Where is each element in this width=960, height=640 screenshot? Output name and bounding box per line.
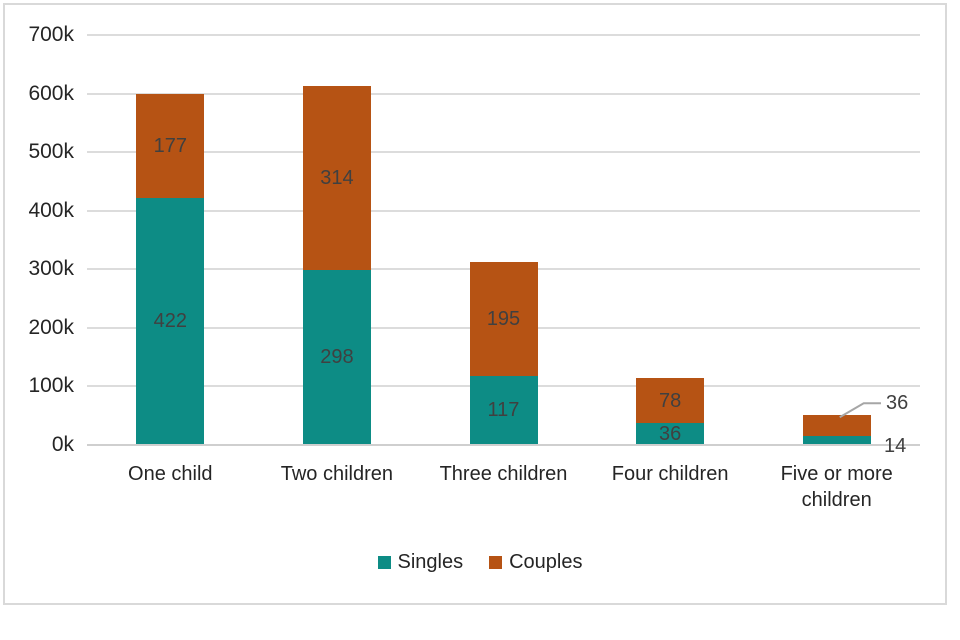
y-axis-tick-label: 500k [28, 140, 74, 163]
bar-segment-couples [469, 261, 538, 377]
gridline [87, 92, 920, 95]
y-axis-tick-label: 0k [51, 432, 74, 456]
legend-item-singles: Singles [377, 551, 464, 573]
legend-label-couples: Couples [509, 551, 583, 573]
gridline [87, 209, 920, 212]
bar-value-label: 298 [320, 346, 354, 369]
bar-segment-singles [802, 436, 871, 445]
bar-value-label: 78 [658, 389, 682, 412]
chart-frame-border [3, 3, 947, 605]
callout-label-couples: 36 [886, 392, 909, 415]
bar-value-label: 36 [658, 422, 682, 445]
bar-segment-couples [802, 415, 871, 437]
gridline [87, 151, 920, 153]
y-axis-tick-label: 100k [28, 374, 74, 397]
y-axis-tick-label: 600k [28, 81, 74, 105]
x-axis-category-label: Three children [439, 463, 568, 485]
bar-segment-couples [136, 94, 205, 198]
y-axis-tick-label: 300k [28, 257, 74, 280]
bar-segment-couples [636, 377, 705, 424]
callout-label-singles: 14 [884, 435, 907, 457]
bar-segment-singles [469, 376, 538, 445]
bar-value-label: 422 [153, 310, 187, 333]
legend-item-couples: Couples [489, 551, 583, 573]
legend: Singles Couples [0, 552, 960, 572]
x-axis-category-label: Two children [280, 463, 394, 485]
singles-swatch-icon [377, 555, 391, 569]
bar-segment-singles [136, 197, 205, 445]
y-axis-tick-label: 700k [28, 23, 74, 46]
y-axis-tick-label: 400k [28, 198, 74, 222]
bar-value-label: 117 [487, 399, 520, 422]
bar-segment-couples [302, 86, 371, 271]
bar-value-label: 177 [153, 134, 187, 157]
bar-value-label: 195 [486, 308, 521, 331]
x-axis-category-label: One child [128, 463, 213, 485]
y-axis-tick-label: 200k [28, 315, 74, 339]
bar-segment-singles [302, 270, 371, 445]
legend-label-singles: Singles [397, 551, 464, 573]
x-axis-category-label: Five or more children [780, 463, 893, 511]
couples-swatch-icon [489, 555, 503, 569]
x-axis-line [87, 443, 920, 446]
bar-segment-singles [636, 423, 705, 445]
gridline [87, 34, 920, 36]
x-axis-category-label: Four children [611, 463, 729, 485]
bar-value-label: 314 [320, 167, 354, 190]
